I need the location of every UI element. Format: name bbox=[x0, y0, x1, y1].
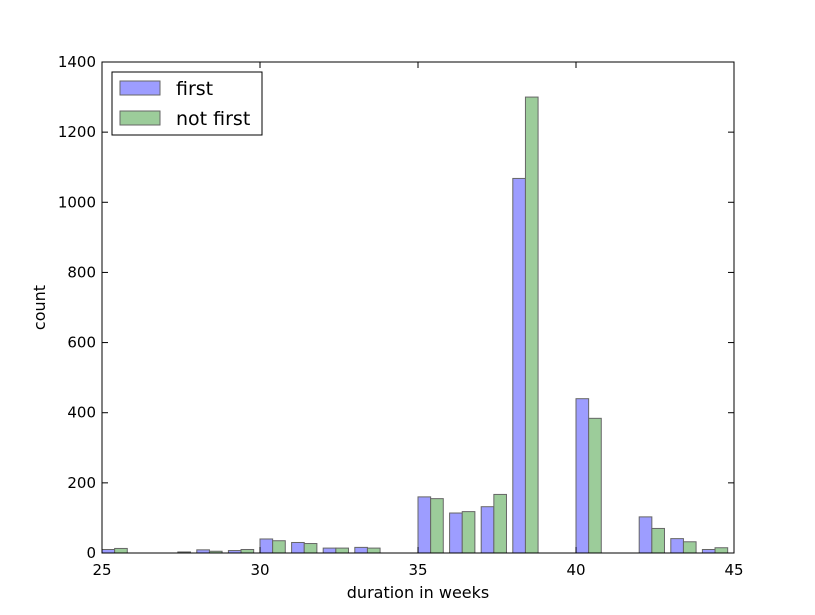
bar-first-33 bbox=[354, 546, 368, 554]
bar-not-first-32 bbox=[335, 547, 349, 554]
bar-first-31 bbox=[291, 541, 305, 554]
bar-not-first-40 bbox=[588, 417, 602, 554]
x-tick-label: 25 bbox=[92, 561, 111, 579]
legend-label-not-first: not first bbox=[176, 108, 250, 130]
bar-not-first-33 bbox=[366, 547, 381, 554]
bar-not-first-35 bbox=[430, 498, 444, 554]
y-tick-label: 1400 bbox=[58, 53, 96, 71]
y-tick-label: 400 bbox=[67, 404, 96, 422]
y-tick-label: 600 bbox=[67, 334, 96, 352]
plot-frame bbox=[101, 61, 735, 554]
bar-first-43 bbox=[670, 538, 684, 554]
bar-first-44 bbox=[701, 548, 716, 554]
bar-not-first-42 bbox=[651, 527, 665, 554]
bar-not-first-31 bbox=[303, 543, 318, 554]
x-tick-label: 45 bbox=[724, 561, 743, 579]
bar-not-first-37 bbox=[493, 493, 507, 554]
legend-label-first: first bbox=[176, 78, 213, 100]
bar-not-first-29 bbox=[240, 548, 255, 554]
bar-first-38 bbox=[512, 177, 526, 554]
x-tick-label: 40 bbox=[566, 561, 585, 579]
bar-not-first-38 bbox=[524, 96, 539, 554]
bar-not-first-25 bbox=[114, 547, 128, 554]
legend: first not first bbox=[111, 71, 263, 136]
ticks-layer: 25 30 35 40 45 0 200 400 600 800 1000 1200 1400 bbox=[58, 53, 744, 579]
legend-swatch-not-first bbox=[119, 110, 161, 126]
y-tick-label: 1200 bbox=[58, 123, 96, 141]
bar-first-32 bbox=[322, 547, 337, 554]
y-tick-label: 200 bbox=[67, 474, 96, 492]
bar-first-30 bbox=[259, 538, 274, 554]
y-tick-label: 1000 bbox=[58, 193, 96, 211]
bar-not-first-43 bbox=[682, 541, 697, 554]
bar-first-25 bbox=[101, 548, 116, 554]
x-axis-label: duration in weeks bbox=[347, 583, 489, 602]
bar-first-36 bbox=[449, 512, 463, 554]
bar-not-first-30 bbox=[272, 540, 286, 554]
bar-first-37 bbox=[480, 506, 495, 554]
bar-first-42 bbox=[638, 516, 653, 554]
bar-not-first-44 bbox=[714, 547, 729, 554]
bar-not-first-36 bbox=[461, 511, 476, 554]
bar-first-35 bbox=[417, 496, 432, 554]
x-tick-label: 35 bbox=[408, 561, 427, 579]
y-axis-label: count bbox=[30, 285, 49, 330]
x-tick-label: 30 bbox=[250, 561, 269, 579]
legend-swatch-first bbox=[119, 80, 161, 96]
y-tick-label: 800 bbox=[67, 263, 96, 281]
bars-layer bbox=[101, 96, 729, 554]
y-tick-label: 0 bbox=[86, 544, 96, 562]
bar-first-40 bbox=[575, 398, 590, 554]
